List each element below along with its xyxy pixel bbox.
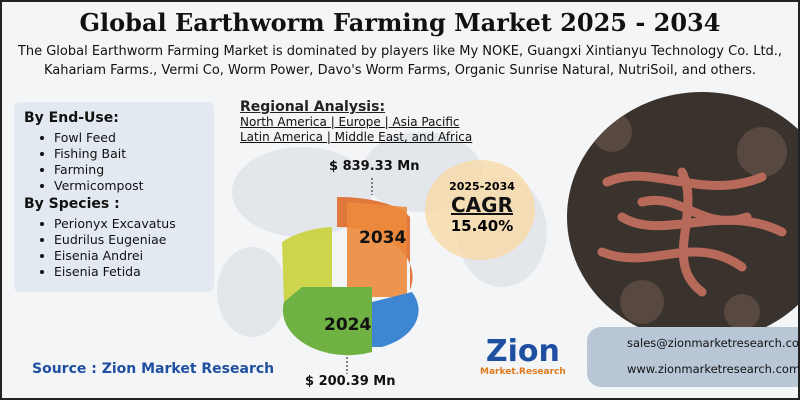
segment-item: Vermicompost — [24, 178, 214, 194]
cagr-period: 2025-2034 — [449, 180, 515, 193]
description: The Global Earthworm Farming Market is d… — [17, 44, 783, 78]
contact-box: sales@zionmarketresearch.com www.zionmar… — [587, 327, 800, 387]
segment-item: Fowl Feed — [24, 130, 214, 146]
regional-heading: Regional Analysis: — [240, 99, 386, 115]
logo-name: Zion — [485, 334, 560, 369]
logo-tagline: Market.Research — [480, 367, 566, 377]
cagr-label: CAGR — [451, 193, 513, 217]
source: Source : Zion Market Research — [32, 361, 275, 377]
start-value: $ 200.39 Mn — [305, 374, 396, 389]
segment-item: Farming — [24, 162, 214, 178]
segment-item: Eisenia Fetida — [24, 264, 214, 280]
segment-item: Fishing Bait — [24, 146, 214, 162]
end-year: 2034 — [359, 228, 407, 248]
website: www.zionmarketresearch.com — [627, 362, 800, 376]
segment-heading: By End-Use: — [24, 110, 119, 126]
segment-item: Eisenia Andrei — [24, 248, 214, 264]
segments-box: By End-Use: Fowl Feed Fishing Bait Farming V… — [14, 102, 214, 292]
segment-heading: By Species : — [24, 196, 120, 212]
segment-item: Eudrilus Eugeniae — [24, 232, 214, 248]
logo: Zion Market.Research — [480, 334, 566, 378]
region-line: North America | Europe | Asia Pacific — [240, 115, 460, 129]
segment-item: Perionyx Excavatus — [24, 216, 214, 232]
cagr-value: 15.40% — [450, 217, 514, 235]
end-value: $ 839.33 Mn — [329, 159, 420, 174]
region-line: Latin America | Middle East, and Africa — [240, 130, 473, 144]
cagr: 2025-2034 CAGR 15.40% — [432, 180, 532, 235]
email: sales@zionmarketresearch.com — [627, 336, 800, 350]
title: Global Earthworm Farming Market 2025 - 2… — [79, 8, 721, 37]
regional: Regional Analysis: North America | Europ… — [240, 99, 472, 145]
start-year: 2024 — [324, 315, 372, 335]
